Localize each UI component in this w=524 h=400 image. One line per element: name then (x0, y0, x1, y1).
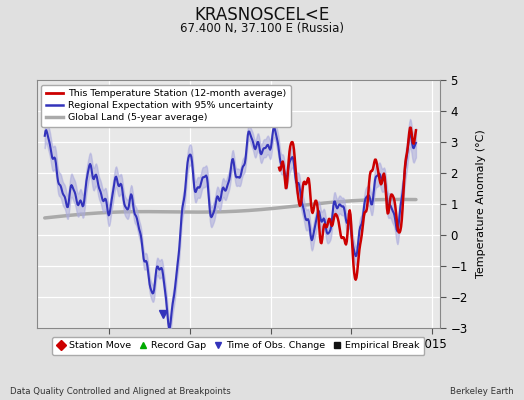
Legend: Station Move, Record Gap, Time of Obs. Change, Empirical Break: Station Move, Record Gap, Time of Obs. C… (52, 337, 424, 355)
Legend: This Temperature Station (12-month average), Regional Expectation with 95% uncer: This Temperature Station (12-month avera… (41, 85, 291, 127)
Text: Data Quality Controlled and Aligned at Breakpoints: Data Quality Controlled and Aligned at B… (10, 387, 231, 396)
Y-axis label: Temperature Anomaly (°C): Temperature Anomaly (°C) (476, 130, 486, 278)
Text: 67.400 N, 37.100 E (Russia): 67.400 N, 37.100 E (Russia) (180, 22, 344, 35)
Text: KRASNOSCEL<E: KRASNOSCEL<E (194, 6, 330, 24)
Text: Berkeley Earth: Berkeley Earth (450, 387, 514, 396)
